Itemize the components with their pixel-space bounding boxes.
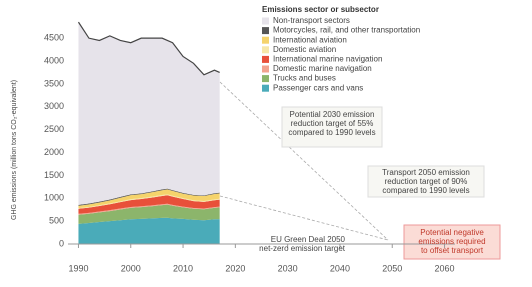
area xyxy=(78,194,220,209)
y-tick-label: 3500 xyxy=(44,78,64,88)
x-tick-label: 2010 xyxy=(173,263,193,273)
legend-label: Trucks and buses xyxy=(273,74,336,83)
area-edge xyxy=(77,21,220,76)
annotation: to offset transport xyxy=(421,246,484,255)
x-tick-label: 2040 xyxy=(330,263,350,273)
y-tick-label: 500 xyxy=(49,216,64,226)
legend-swatch xyxy=(262,84,269,92)
annotation-box xyxy=(281,106,383,148)
legend-label: International aviation xyxy=(273,35,347,44)
legend-title: Emissions sector or subsector xyxy=(262,5,379,14)
area xyxy=(78,188,220,206)
area xyxy=(78,204,220,224)
annotation: reduction target of 55% xyxy=(291,119,374,128)
target-line xyxy=(219,81,389,241)
annotation: emissions required xyxy=(418,237,485,246)
legend-swatch xyxy=(262,55,269,63)
y-tick-label: 1500 xyxy=(44,170,64,180)
legend-label: Passenger cars and vans xyxy=(273,83,363,92)
legend-swatch xyxy=(262,27,269,35)
legend-label: International marine navigation xyxy=(273,55,382,64)
x-tick-label: 2060 xyxy=(435,263,455,273)
y-tick-label: 4000 xyxy=(44,55,64,65)
x-tick-label: 2050 xyxy=(382,263,402,273)
legend-swatch xyxy=(262,46,269,54)
annotation-box xyxy=(403,224,501,260)
annotation: reduction target of 90% xyxy=(385,177,468,186)
legend-label: Domestic marine navigation xyxy=(273,64,372,73)
annotation: Potential 2030 emission xyxy=(290,110,375,119)
x-tick-label: 2020 xyxy=(225,263,245,273)
area xyxy=(78,22,220,205)
legend-label: Domestic aviation xyxy=(273,45,336,54)
y-axis-label: GHG emissions (million tons CO₂-equivale… xyxy=(11,80,18,220)
y-tick-label: 1000 xyxy=(44,193,64,203)
x-tick-label: 2030 xyxy=(278,263,298,273)
y-tick-label: 4500 xyxy=(44,33,64,43)
legend-swatch xyxy=(262,17,269,25)
legend-swatch xyxy=(262,36,269,44)
annotation: compared to 1990 levels xyxy=(382,186,469,195)
target-line xyxy=(219,195,389,241)
y-tick-label: 2000 xyxy=(44,147,64,157)
annotation: compared to 1990 levels xyxy=(288,128,375,137)
annotation: Potential negative xyxy=(420,228,484,237)
x-tick-label: 1990 xyxy=(68,263,88,273)
area xyxy=(78,195,220,214)
y-tick-label: 3000 xyxy=(44,101,64,111)
area xyxy=(78,189,220,209)
y-tick-label: 0 xyxy=(59,238,64,248)
legend-swatch xyxy=(262,75,269,83)
annotation: Transport 2050 emission xyxy=(382,168,470,177)
legend-swatch xyxy=(262,65,269,73)
y-tick-label: 2500 xyxy=(44,124,64,134)
plot xyxy=(77,21,220,244)
annotation-box xyxy=(367,165,485,198)
x-tick-label: 2000 xyxy=(121,263,141,273)
annotation: net-zero emission target xyxy=(259,244,346,253)
area xyxy=(78,217,220,244)
legend-label: Motorcycles, rail, and other transportat… xyxy=(273,26,420,35)
area xyxy=(78,203,220,215)
annotation: EU Green Deal 2050 xyxy=(271,235,346,244)
legend-label: Non-transport sectors xyxy=(273,16,350,25)
